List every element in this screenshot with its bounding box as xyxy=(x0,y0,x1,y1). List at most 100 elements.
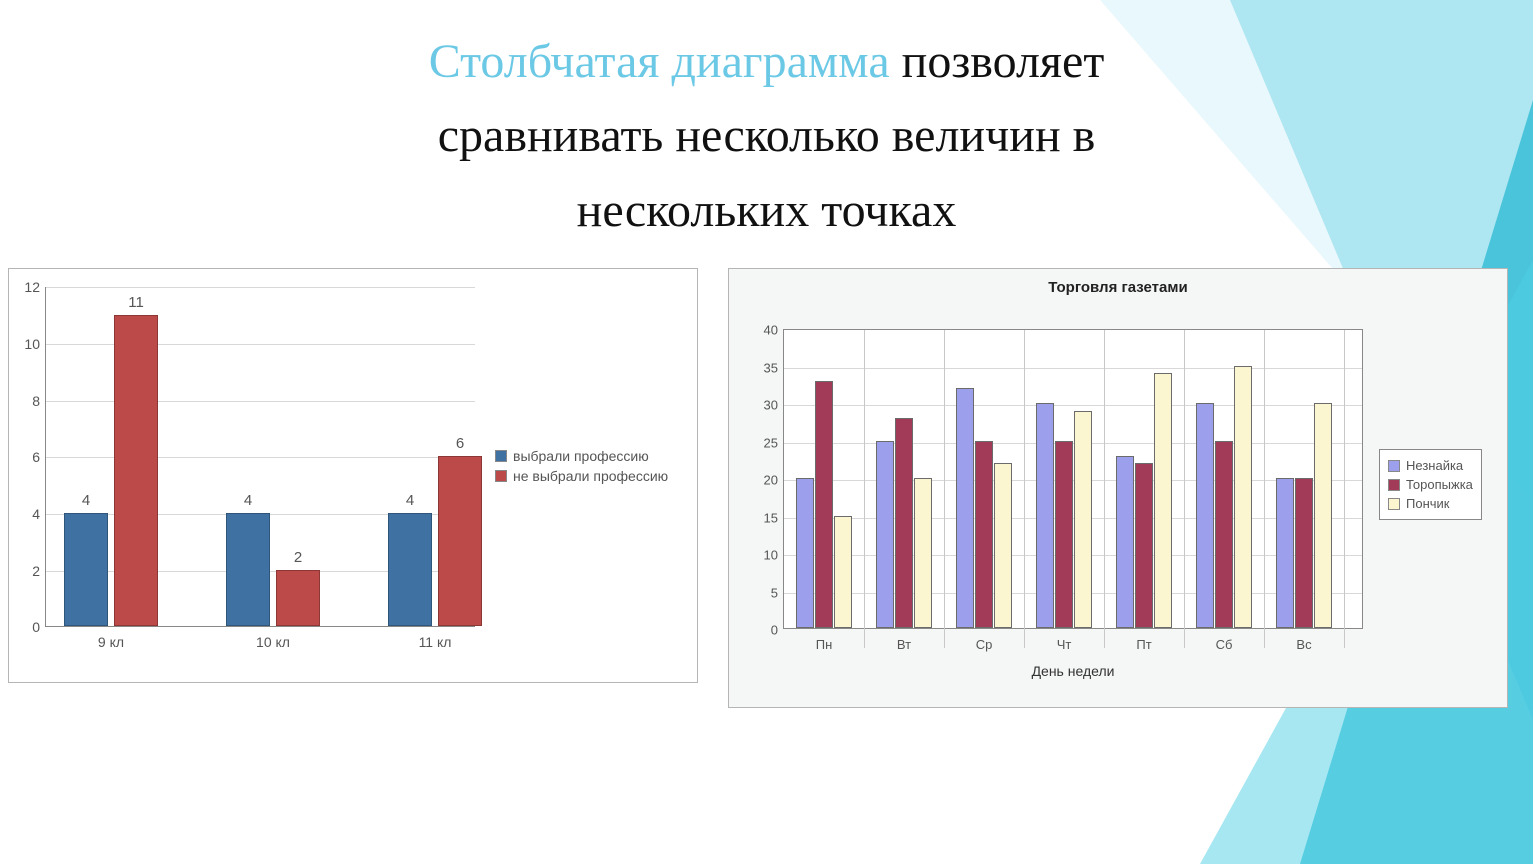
chart2-ytick-label: 5 xyxy=(752,585,778,600)
chart1-bar: 4 xyxy=(226,513,270,626)
chart2-legend-item: Торопыжка xyxy=(1388,477,1473,492)
chart2-plot-frame: 0510152025303540ПнВтСрЧтПтСбВс xyxy=(783,329,1363,629)
chart2-legend-item: Незнайка xyxy=(1388,458,1473,473)
chart2-legend-label: Пончик xyxy=(1406,496,1449,511)
chart2-ytick-label: 25 xyxy=(752,435,778,450)
chart2-bar xyxy=(834,516,852,629)
chart2-ytick-label: 30 xyxy=(752,398,778,413)
chart2-category-separator xyxy=(1024,330,1025,648)
chart2-bar xyxy=(1074,411,1092,629)
chart2-bar xyxy=(815,381,833,629)
chart2-bar-group xyxy=(796,381,852,629)
chart1-legend-item: выбрали профессию xyxy=(495,448,668,464)
chart2-bar xyxy=(895,418,913,628)
chart1-xtick-label: 9 кл xyxy=(98,634,124,650)
chart2-category-separator xyxy=(1184,330,1185,648)
chart2-category-separator xyxy=(1344,330,1345,648)
chart1-ytick-label: 8 xyxy=(12,393,40,409)
chart2-ytick-label: 40 xyxy=(752,323,778,338)
chart2-legend-label: Торопыжка xyxy=(1406,477,1473,492)
chart2-x-axis-title: День недели xyxy=(1032,663,1115,679)
legend-swatch-icon xyxy=(1388,498,1400,510)
legend-swatch-icon xyxy=(1388,460,1400,472)
chart2-category-separator xyxy=(1104,330,1105,648)
chart1-legend-item: не выбрали профессию xyxy=(495,468,668,484)
chart2-bar xyxy=(994,463,1012,628)
chart2-bar-group xyxy=(1116,373,1172,628)
chart2-ytick-label: 20 xyxy=(752,473,778,488)
chart2-bar xyxy=(1055,441,1073,629)
chart2-plot-area: 0510152025303540ПнВтСрЧтПтСбВс xyxy=(783,329,1363,629)
headline-line3: нескольких точках xyxy=(577,184,957,237)
chart1-ytick-label: 6 xyxy=(12,449,40,465)
legend-swatch-icon xyxy=(495,450,507,462)
chart1-bar-value-label: 2 xyxy=(294,549,302,566)
chart2-bar xyxy=(1154,373,1172,628)
chart1-ytick-label: 12 xyxy=(12,279,40,295)
chart1-bar-group: 46 xyxy=(388,456,482,626)
chart2-legend: Незнайка Торопыжка Пончик xyxy=(1379,449,1482,520)
chart1-bar: 11 xyxy=(114,315,158,627)
chart2-bar-group xyxy=(1276,403,1332,628)
chart2-ytick-label: 35 xyxy=(752,360,778,375)
chart2-bar xyxy=(1276,478,1294,628)
chart2-bar-group xyxy=(876,418,932,628)
chart1-legend-label: не выбрали профессию xyxy=(513,468,668,484)
chart2-bar xyxy=(1036,403,1054,628)
chart2-category-separator xyxy=(944,330,945,648)
chart2-xtick-label: Вс xyxy=(1296,637,1311,652)
chart2-bar xyxy=(1215,441,1233,629)
chart1-bar-value-label: 4 xyxy=(82,492,90,509)
chart2-bar xyxy=(1116,456,1134,629)
chart2-category-separator xyxy=(1264,330,1265,648)
chart1-ytick-label: 0 xyxy=(12,619,40,635)
chart1-legend: выбрали профессию не выбрали профессию xyxy=(495,444,668,488)
headline-accent: Столбчатая диаграмма xyxy=(429,35,890,88)
chart2-bar xyxy=(876,441,894,629)
chart2-bar-group xyxy=(956,388,1012,628)
chart2-legend-label: Незнайка xyxy=(1406,458,1463,473)
chart2-bar-group xyxy=(1196,366,1252,629)
chart2-xtick-label: Пн xyxy=(816,637,833,652)
chart1-ytick-label: 10 xyxy=(12,336,40,352)
chart2-ytick-label: 10 xyxy=(752,548,778,563)
chart2-xtick-label: Ср xyxy=(976,637,993,652)
chart2-bar xyxy=(956,388,974,628)
headline-line2: сравнивать несколько величин в xyxy=(438,109,1096,162)
legend-swatch-icon xyxy=(495,470,507,482)
chart2-xtick-label: Чт xyxy=(1057,637,1072,652)
chart2-bar xyxy=(1314,403,1332,628)
chart1-ytick-label: 2 xyxy=(12,563,40,579)
headline-rest1: позволяет xyxy=(890,35,1105,88)
chart2-legend-item: Пончик xyxy=(1388,496,1473,511)
chart2-ytick-label: 15 xyxy=(752,510,778,525)
chart2-bar xyxy=(914,478,932,628)
chart1-gridline xyxy=(46,287,475,288)
chart1-bar-value-label: 6 xyxy=(456,435,464,452)
chart1-bar: 4 xyxy=(64,513,108,626)
chart1-bar-value-label: 4 xyxy=(406,492,414,509)
chart1-ytick-label: 4 xyxy=(12,506,40,522)
chart2-bar xyxy=(975,441,993,629)
chart2-bar xyxy=(796,478,814,628)
chart2-container: Торговля газетами 0510152025303540ПнВтСр… xyxy=(728,268,1508,708)
chart1-xtick-label: 10 кл xyxy=(256,634,290,650)
chart2-gridline xyxy=(784,368,1362,369)
chart2-bar xyxy=(1234,366,1252,629)
chart1-plot-area: 0246810124119 кл4210 кл4611 кл xyxy=(45,287,475,627)
chart1-xtick-label: 11 кл xyxy=(419,634,452,650)
chart1-bar-value-label: 4 xyxy=(244,492,252,509)
chart2-category-separator xyxy=(864,330,865,648)
chart2-ytick-label: 0 xyxy=(752,623,778,638)
chart2-xtick-label: Пт xyxy=(1136,637,1151,652)
chart1-legend-label: выбрали профессию xyxy=(513,448,649,464)
chart2-title: Торговля газетами xyxy=(729,269,1507,300)
chart1-bar: 2 xyxy=(276,570,320,627)
chart2-bar xyxy=(1135,463,1153,628)
chart2-bar xyxy=(1295,478,1313,628)
chart1-plot-frame: 0246810124119 кл4210 кл4611 кл xyxy=(45,287,475,627)
chart1-bar-group: 411 xyxy=(64,315,158,627)
chart1-bar: 6 xyxy=(438,456,482,626)
chart1-bar: 4 xyxy=(388,513,432,626)
chart2-bar xyxy=(1196,403,1214,628)
